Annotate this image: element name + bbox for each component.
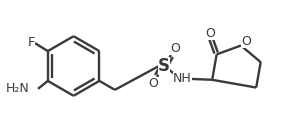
Text: H₂N: H₂N [5, 82, 29, 95]
Text: S: S [158, 57, 170, 75]
Text: O: O [148, 77, 158, 90]
Text: O: O [206, 27, 216, 40]
Text: O: O [170, 42, 180, 55]
Text: F: F [27, 36, 35, 49]
Text: O: O [241, 35, 251, 48]
Text: NH: NH [173, 72, 192, 85]
